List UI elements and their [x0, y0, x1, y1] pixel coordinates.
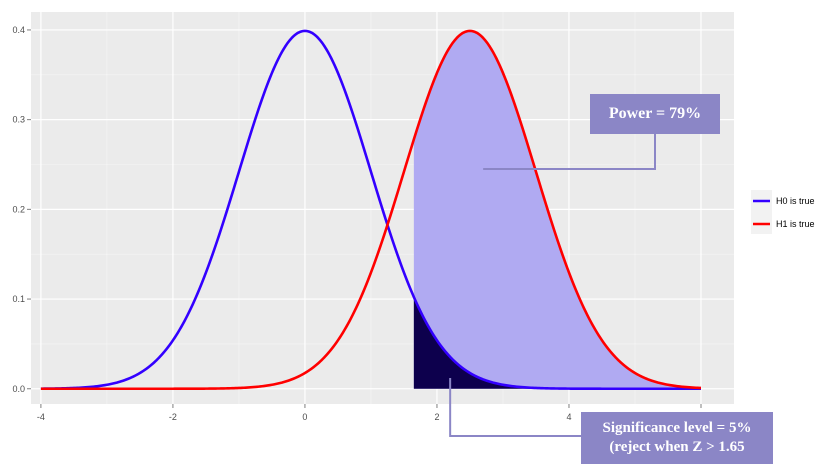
significance-annotation-line-1: Significance level = 5% — [602, 420, 752, 436]
h1-curve — [40, 29, 702, 391]
shaded-areas — [413, 30, 701, 389]
y-tick-label: 0.3 — [12, 115, 25, 125]
annotation-connectors — [449, 134, 656, 437]
legend-label-h1: H1 is true — [776, 219, 815, 229]
x-tick-label: -4 — [37, 412, 45, 422]
power-annotation-text: Power = 79% — [608, 105, 702, 122]
power-region — [413, 30, 701, 389]
y-tick-label: 0.0 — [12, 384, 25, 394]
legend: H0 is true H1 is true — [751, 190, 815, 234]
density-curves — [40, 29, 702, 391]
x-tick-label: 2 — [434, 412, 439, 422]
significance-connector — [449, 377, 581, 437]
y-tick-label: 0.4 — [12, 25, 25, 35]
x-tick-label: -2 — [169, 412, 177, 422]
power-annotation: Power = 79% — [590, 94, 720, 134]
h0-curve — [40, 29, 701, 391]
legend-key-background — [751, 190, 772, 234]
y-tick-label: 0.2 — [12, 204, 25, 214]
significance-annotation-line-2: (reject when Z > 1.65 — [609, 439, 745, 455]
legend-label-h0: H0 is true — [776, 196, 815, 206]
x-tick-label: 0 — [302, 412, 307, 422]
y-tick-label: 0.1 — [12, 294, 25, 304]
significance-region — [413, 297, 701, 389]
x-tick-label: 4 — [566, 412, 571, 422]
significance-annotation: Significance level = 5% (reject when Z >… — [581, 412, 773, 464]
power-connector — [483, 134, 656, 170]
axes: -4-202460.00.10.20.30.4 — [12, 25, 703, 422]
